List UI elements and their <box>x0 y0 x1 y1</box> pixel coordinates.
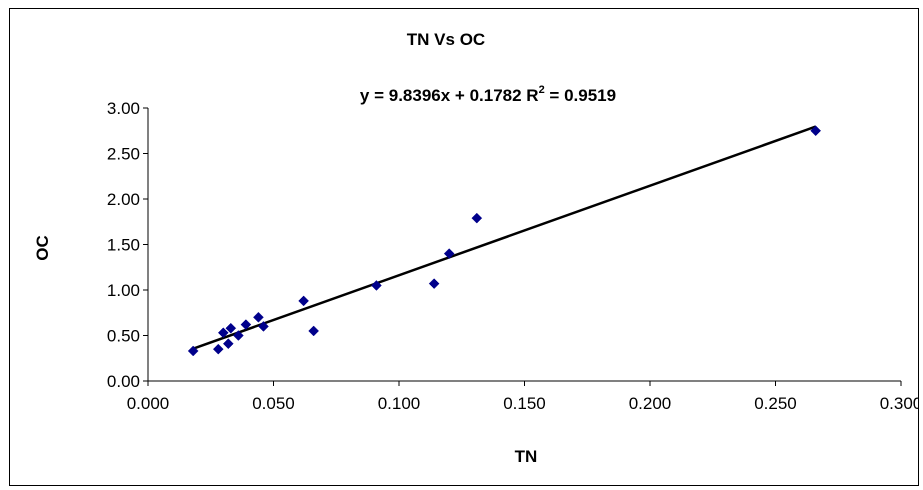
x-tick-label: 0.150 <box>503 394 546 413</box>
trendline <box>192 125 817 350</box>
data-point <box>225 322 237 334</box>
data-point <box>240 319 252 330</box>
data-point <box>371 280 382 291</box>
data-point <box>443 248 455 259</box>
x-tick-label: 0.200 <box>629 394 672 413</box>
y-tick-label: 2.50 <box>107 145 140 164</box>
data-point <box>212 343 224 355</box>
data-point <box>298 295 309 307</box>
trendline-equation: y = 9.8396x + 0.1782 R2 = 0.9519 <box>360 84 616 105</box>
data-point <box>428 278 440 289</box>
y-axis-label: OC <box>33 235 52 261</box>
data-point <box>258 321 269 332</box>
scatter-chart: TN Vs OC y = 9.8396x + 0.1782 R2 = 0.951… <box>33 30 922 466</box>
data-point <box>253 311 264 323</box>
data-point <box>187 345 199 357</box>
data-point <box>233 330 244 341</box>
x-tick-label: 0.000 <box>127 394 170 413</box>
data-point <box>308 325 320 337</box>
trendline-equation-tail: = 0.9519 <box>545 86 616 105</box>
x-tick-label: 0.100 <box>378 394 421 413</box>
axes: 0.00 0.50 1.00 1.50 2.00 2.50 3.00 0.000 0.050 0.… <box>107 99 922 413</box>
x-tick-label: 0.250 <box>754 394 797 413</box>
y-tick-label: 0.00 <box>107 372 140 391</box>
trendline-equation-main: y = 9.8396x + 0.1782 R <box>360 86 539 105</box>
chart-title: TN Vs OC <box>407 30 485 49</box>
trendline-equation-sup: 2 <box>539 84 545 96</box>
data-point <box>471 212 483 224</box>
x-tick-label: 0.050 <box>252 394 295 413</box>
y-tick-label: 3.00 <box>107 99 140 118</box>
x-axis-label: TN <box>515 447 538 466</box>
data-point <box>217 327 229 339</box>
y-tick-label: 1.00 <box>107 281 140 300</box>
data-points <box>187 125 822 357</box>
data-point <box>810 125 822 137</box>
data-point <box>222 338 234 350</box>
y-tick-label: 1.50 <box>107 236 140 255</box>
y-tick-label: 2.00 <box>107 190 140 209</box>
trendline-group <box>192 125 817 350</box>
chart-frame: TN Vs OC y = 9.8396x + 0.1782 R2 = 0.951… <box>9 8 922 486</box>
x-tick-label: 0.300 <box>880 394 918 413</box>
y-tick-label: 0.50 <box>107 327 140 346</box>
